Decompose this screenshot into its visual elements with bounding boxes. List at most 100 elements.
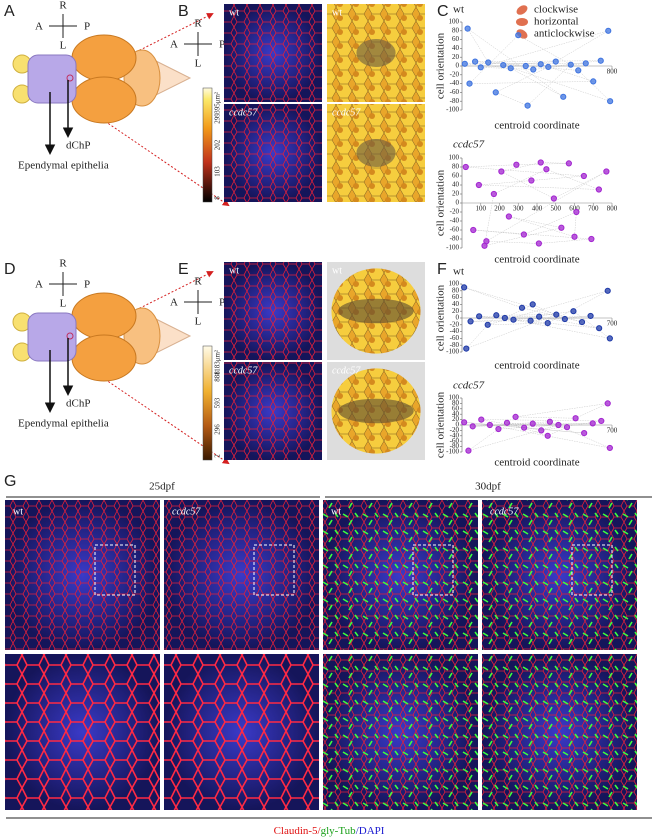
link-line <box>540 162 569 164</box>
micrograph <box>327 104 425 202</box>
cell-borders <box>224 4 322 102</box>
y-tick-label: -100 <box>446 106 459 114</box>
link-line <box>573 311 610 339</box>
legend-label: clockwise <box>534 4 578 16</box>
data-point <box>578 318 586 326</box>
y-tick-label: -20 <box>450 320 460 328</box>
link-line <box>506 422 548 436</box>
y-tick-label: 40 <box>452 44 460 52</box>
micrograph <box>323 654 478 810</box>
cell-borders <box>224 262 322 360</box>
link-line <box>540 64 594 82</box>
micrograph <box>224 362 322 460</box>
data-point <box>476 313 483 320</box>
link-line <box>487 322 548 325</box>
panel-label: D <box>4 261 16 278</box>
cell-borders <box>164 654 319 810</box>
data-point <box>543 166 550 173</box>
link-line <box>518 35 571 65</box>
data-point <box>565 160 572 167</box>
link-line <box>508 216 562 228</box>
data-point <box>490 190 497 198</box>
y-tick-label: 20 <box>452 415 460 423</box>
data-point <box>571 233 578 240</box>
data-point <box>528 177 535 184</box>
label: L <box>60 40 67 52</box>
label: A <box>170 39 178 51</box>
data-point <box>563 424 571 431</box>
cell-borders <box>5 654 160 810</box>
data-point <box>588 235 595 243</box>
panel-label: F <box>437 261 447 278</box>
data-point <box>495 425 502 433</box>
label: R <box>194 18 202 30</box>
data-point <box>552 58 559 65</box>
link-line <box>473 229 592 240</box>
data-point <box>570 308 577 315</box>
data-point <box>529 420 536 427</box>
data-point <box>555 421 562 429</box>
y-tick-label: 20 <box>452 53 460 61</box>
y-tick-label: -60 <box>450 437 460 445</box>
link-line <box>464 287 523 308</box>
micrograph <box>164 500 319 650</box>
y-tick-label: 80 <box>452 163 460 171</box>
tectum <box>71 76 137 124</box>
data-point <box>507 65 514 72</box>
tectum <box>71 34 137 82</box>
telencephalon <box>27 312 77 362</box>
link-line <box>539 316 600 329</box>
x-tick-label: 400 <box>532 205 543 213</box>
link-line <box>578 70 611 102</box>
link-line <box>513 319 610 339</box>
micrograph <box>5 654 160 810</box>
link-line <box>496 314 557 316</box>
y-tick-label: -40 <box>450 217 460 225</box>
data-point <box>537 61 544 68</box>
dense-region <box>338 398 414 424</box>
data-point <box>587 312 594 320</box>
data-point <box>486 421 493 429</box>
link-line <box>493 169 547 195</box>
link-line <box>484 193 495 246</box>
y-tick-label: 0 <box>456 199 460 207</box>
link-line <box>547 426 568 436</box>
x-axis-label: centroid coordinate <box>494 120 579 132</box>
data-point <box>477 64 484 71</box>
link-line <box>521 307 583 323</box>
micrograph <box>323 500 478 650</box>
data-point <box>512 413 519 420</box>
dense-region <box>338 298 414 324</box>
link-line <box>480 30 609 68</box>
data-point <box>461 419 468 426</box>
link-line <box>469 35 519 84</box>
link-line <box>574 211 577 237</box>
link-line <box>548 60 601 68</box>
y-tick-label: 80 <box>452 286 460 294</box>
link-line <box>481 419 542 431</box>
legend-icon <box>516 5 528 15</box>
micrograph <box>482 500 637 650</box>
data-point <box>520 231 527 238</box>
micrograph <box>164 654 319 810</box>
colorbar-label: 299 <box>214 113 222 124</box>
inset-box <box>253 544 295 596</box>
legend-icon <box>516 18 528 26</box>
data-point <box>478 416 485 423</box>
link-line <box>575 403 608 419</box>
data-point <box>544 320 551 327</box>
dchp-spot <box>66 74 74 82</box>
group-label: 25dpf <box>149 481 175 493</box>
brain-diagram <box>12 271 230 465</box>
link-line <box>495 66 549 93</box>
stain-name: Claudin-5/ <box>274 825 322 837</box>
image-label: wt <box>331 506 341 517</box>
link-line <box>530 315 591 321</box>
colorbar-label: 2 <box>214 454 222 458</box>
x-axis-label: centroid coordinate <box>494 254 579 266</box>
x-tick-label: 700 <box>607 320 618 328</box>
label: R <box>59 258 67 270</box>
cilia <box>323 500 478 650</box>
data-point <box>485 59 492 66</box>
data-point <box>462 163 469 171</box>
